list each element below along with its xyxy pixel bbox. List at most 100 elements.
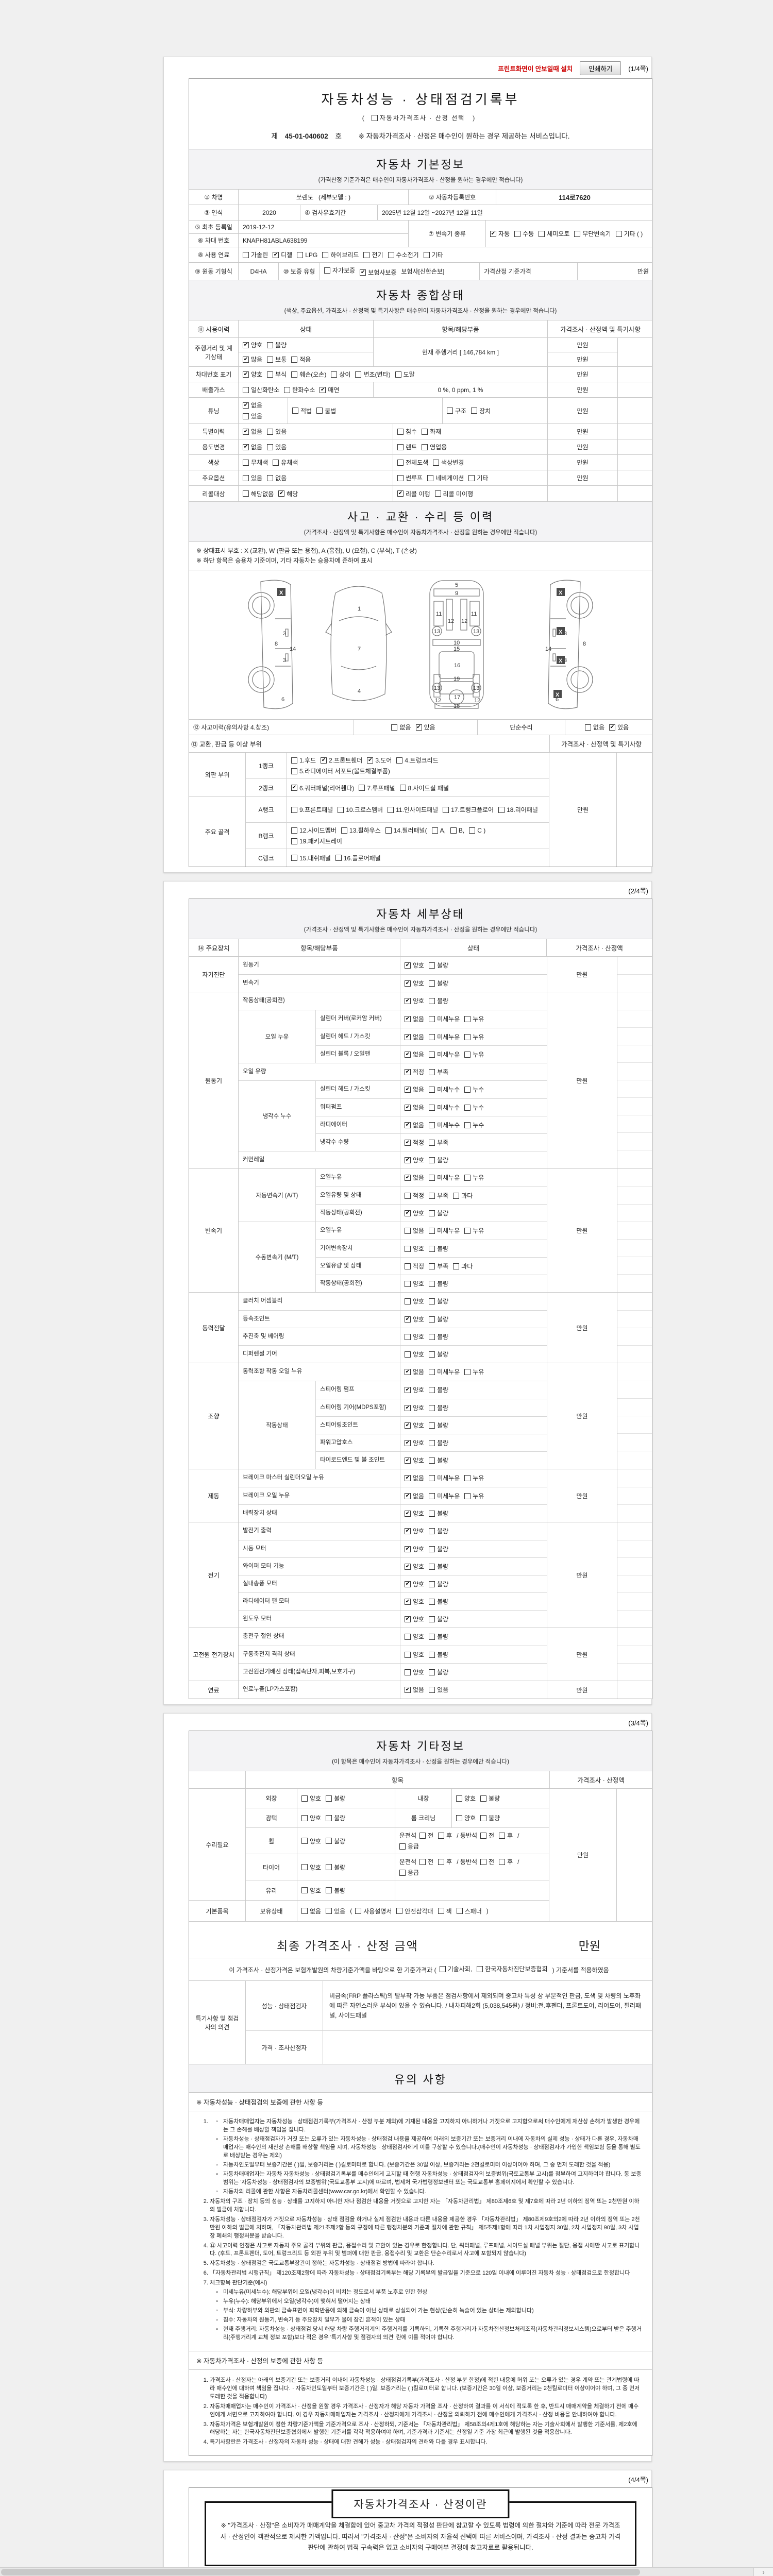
checkbox-label: 과다: [461, 1192, 473, 1199]
horizontal-scrollbar[interactable]: ›: [0, 2567, 773, 2576]
overall-state-subnote: (색상, 주요옵션, 가격조사 · 산정액 및 특기사항은 매수인이 자동차가격…: [284, 308, 557, 314]
vin-label: ⑥ 차대 번호: [189, 234, 239, 247]
unchecked-checkbox-icon: [584, 724, 591, 731]
checkbox-item: 12.사이드멤버: [291, 826, 337, 835]
price-cell: 만원: [548, 367, 618, 382]
checkbox-label: 6.쿼터패널(리어휀다): [299, 784, 355, 792]
item-label: 실린더 커버(로커암 커버): [316, 1010, 400, 1028]
checkbox-item: ✔ 양호: [405, 1316, 424, 1323]
scroll-right-arrow[interactable]: ›: [753, 2568, 773, 2576]
checkbox-item: 없음: [584, 723, 604, 732]
checkbox-item: ✔ 없음: [405, 1368, 424, 1376]
table-row: 실내송풍 모터 ✔ 양호 불량: [239, 1575, 547, 1593]
checkbox-item: 도말: [395, 370, 415, 379]
blank-cell: [618, 382, 653, 397]
checkbox-item: ✔ 없음: [243, 427, 262, 436]
state-checks: 양호 불량: [400, 1240, 547, 1257]
checked-checkbox-icon: ✔: [405, 1493, 411, 1499]
checkbox-item: 탄화수소: [284, 385, 315, 394]
checkbox-label: 무단변속기: [582, 230, 611, 238]
state-checks: ✔ 양호 불량: [400, 1205, 547, 1222]
caution-sec2-body: 가격조사 · 산정자는 아래의 보증기간 또는 보증거리 이내에 자동차성능 ·…: [189, 2370, 652, 2456]
svg-text:13: 13: [473, 629, 479, 635]
item-label: 스티어링 기어(MDPS포함): [316, 1399, 400, 1417]
print-button[interactable]: 인쇄하기: [580, 61, 621, 75]
unchecked-checkbox-icon: [291, 806, 297, 813]
checkbox-item: 양호: [301, 1837, 321, 1845]
checkbox-label: 있음: [617, 724, 629, 732]
checkbox-item: ✔ 양호: [405, 1457, 424, 1464]
checkbox-label: 기타: [477, 474, 489, 482]
checkbox-label: 구조: [455, 407, 467, 415]
checkbox-label: 미세누수: [437, 1121, 460, 1129]
checkbox-item: 수동: [514, 229, 534, 238]
engine-type-value: D4HA: [239, 263, 279, 280]
checkbox-item: 양호: [405, 1280, 424, 1287]
checkbox-item: ✔ 해당: [278, 489, 298, 498]
checkbox-label: 불량: [437, 1280, 449, 1287]
checkbox-label: 없음: [413, 1475, 425, 1482]
checkbox-label: 매연: [328, 386, 340, 394]
first-reg-value: 2019-12-12: [243, 223, 275, 231]
item-label: 오일유량 및 상태: [316, 1258, 400, 1275]
checkbox-label: 양호: [464, 1815, 476, 1822]
checkbox-label: 전: [489, 1858, 495, 1866]
checkbox-label: 유채색: [281, 459, 298, 466]
checkbox-item: 잭: [438, 1907, 452, 1916]
unchecked-checkbox-icon: [326, 1815, 332, 1821]
checkbox-label: 수동: [523, 230, 534, 238]
checkbox-item: ✔ 3.도어: [367, 756, 392, 765]
blank-column: [617, 992, 652, 1169]
checkbox-label: 불량: [437, 1333, 449, 1341]
checkbox-label: 양호: [413, 1615, 425, 1623]
checkbox-label: 양호: [413, 979, 425, 987]
checkbox-label: 3.도어: [375, 757, 392, 765]
blank-column: [617, 1681, 652, 1699]
checkbox-item: 양호: [405, 1245, 424, 1252]
checked-checkbox-icon: ✔: [405, 980, 411, 987]
svg-text:5: 5: [455, 582, 458, 588]
simple-repair-label: 단순수리: [478, 720, 565, 735]
checkbox-item: 적정: [405, 1192, 424, 1199]
checkbox-item: 후: [499, 1857, 513, 1866]
checkbox-item: 있음: [326, 1907, 345, 1916]
checkbox-label: 양호: [413, 1404, 425, 1412]
price-cell: 만원: [548, 424, 618, 439]
checkbox-label: 불량: [334, 1837, 346, 1845]
checked-checkbox-icon: ✔: [405, 998, 411, 1005]
document-subtitle: (자동차가격조사 · 산정 선택): [194, 112, 647, 123]
checkbox-label: 양호: [310, 1795, 322, 1803]
svg-text:15: 15: [453, 646, 460, 652]
transmission-label: ⑦ 변속기 종류: [409, 221, 486, 247]
table-row: 오일누유 없음 미세누유 누유: [316, 1222, 547, 1240]
print-install-notice-link[interactable]: 프린트화면이 안보일때 설치: [498, 65, 573, 73]
checkbox-label: 없음: [275, 474, 287, 482]
unchecked-checkbox-icon: [405, 1228, 411, 1234]
subgroup-label: 자동변속기 (A/T): [239, 1169, 316, 1222]
checkbox-label: 18.리어패널: [507, 806, 538, 814]
checkbox-item: 과다: [453, 1263, 473, 1270]
unchecked-checkbox-icon: [301, 1838, 308, 1844]
options-label: 주요옵션: [189, 470, 239, 485]
svg-text:19: 19: [453, 676, 460, 682]
state-checks: ✔ 양호 불량: [400, 992, 547, 1010]
scrollbar-thumb[interactable]: [1, 2569, 640, 2575]
price-cell: 만원: [547, 1628, 617, 1681]
reg-no-value: 114로7620: [559, 194, 591, 201]
blank-column: [617, 1522, 652, 1628]
item-label: 오일 유량: [239, 1063, 400, 1081]
checkbox-label: 양호: [413, 1386, 425, 1394]
basic-info-heading: 자동차 기본정보 (가격산정 기준가격은 매수인이 자동차가격조사 · 산정을 …: [189, 149, 652, 190]
checkbox-item: 양호: [301, 1886, 321, 1895]
item-label: 오일유량 및 상태: [316, 1187, 400, 1205]
checkbox-item: 해당없음: [243, 489, 274, 498]
checkbox-label: 양호: [413, 1209, 425, 1217]
checkbox-label: 불량: [437, 1580, 449, 1588]
price-cell: 만원: [548, 352, 617, 366]
checkbox-item: 양호: [405, 1351, 424, 1358]
sheet-page-2: (2/4쪽) 자동차 세부상태 (가격조사 · 산정액 및 특기사항은 매수인이…: [163, 881, 652, 1705]
unchecked-checkbox-icon: [447, 408, 453, 414]
table-row: 라디에이터 ✔ 없음 미세누수 누수: [316, 1116, 547, 1134]
unchecked-checkbox-icon: [243, 459, 249, 466]
unchecked-checkbox-icon: [464, 1087, 471, 1093]
